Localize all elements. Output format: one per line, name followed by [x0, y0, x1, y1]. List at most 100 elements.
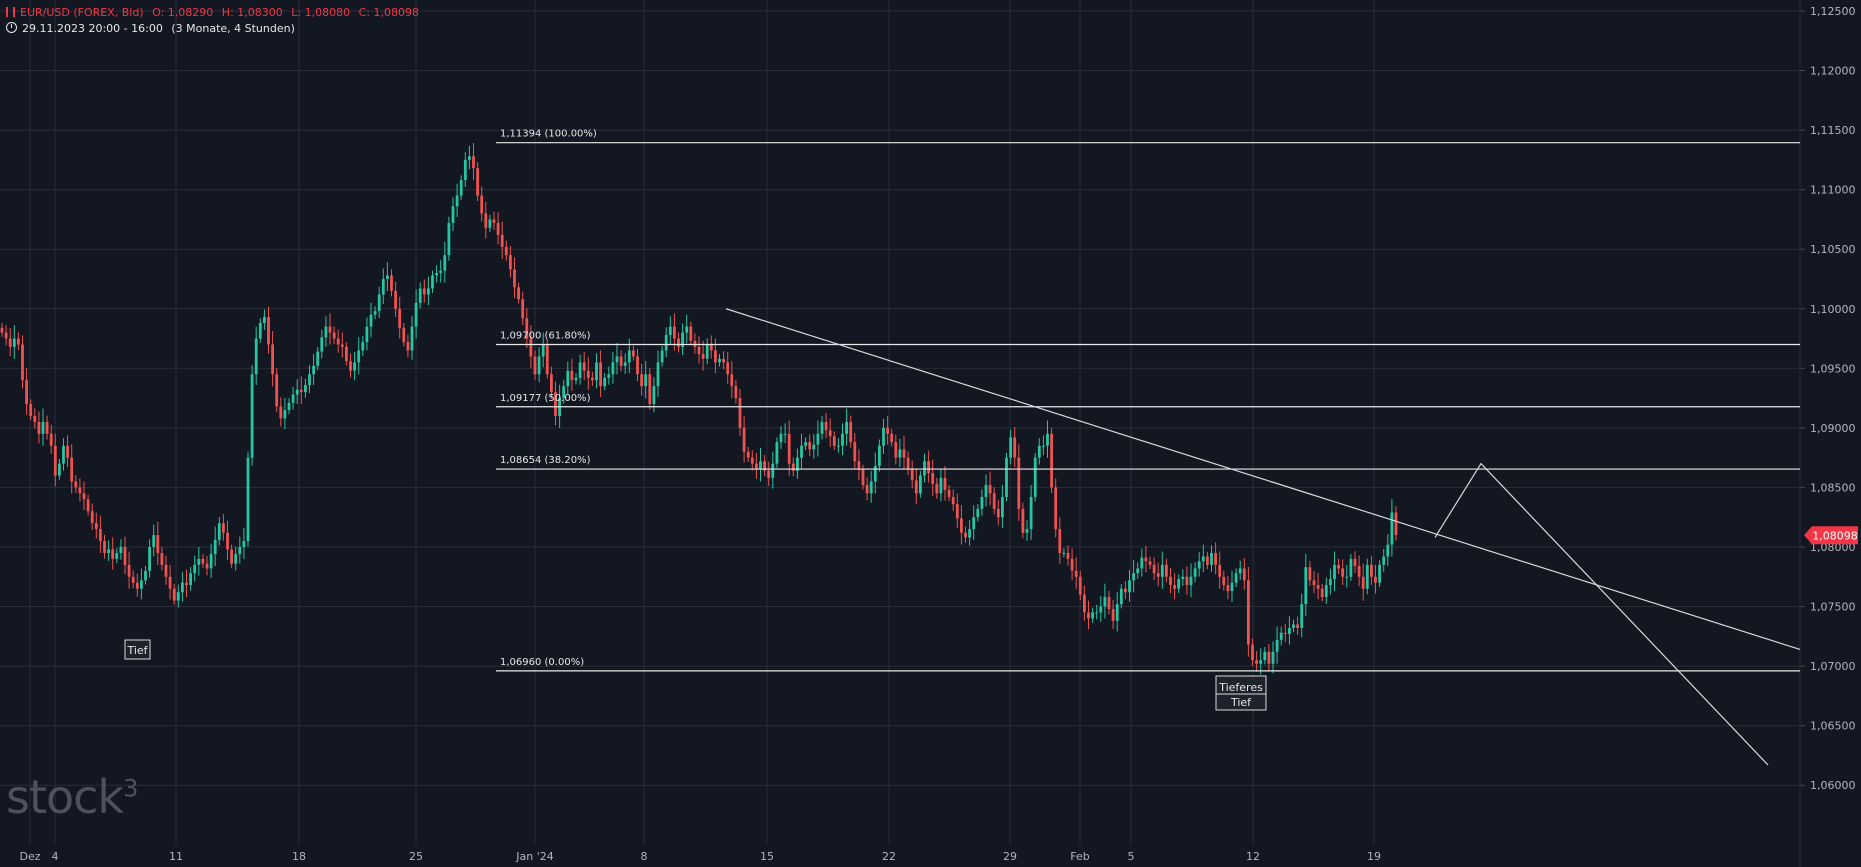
symbol-label[interactable]: EUR/USD (FOREX, Bid): [20, 6, 144, 19]
candle-body: [99, 529, 102, 542]
x-tick-label: Jan '24: [515, 850, 553, 863]
candle-body: [1001, 496, 1004, 518]
candle-body: [33, 415, 37, 422]
candle-body: [734, 386, 738, 399]
open-value: O: 1,08290: [152, 6, 214, 19]
candle-body: [271, 344, 274, 375]
candle-body: [1304, 567, 1308, 605]
last-price-label: 1,08098: [1812, 529, 1858, 542]
x-tick-label: 8: [641, 850, 648, 863]
candle-body: [66, 445, 69, 458]
y-tick-label: 1,10500: [1810, 243, 1856, 256]
watermark-sup: 3: [123, 774, 138, 803]
x-tick-label: 12: [1246, 850, 1260, 863]
candle-body: [103, 541, 106, 553]
candle-body: [1066, 552, 1070, 559]
candle-body: [796, 457, 799, 471]
candle-body: [181, 582, 184, 593]
candle-body: [960, 518, 963, 533]
candle-body: [759, 461, 762, 470]
candle-body: [607, 374, 611, 378]
candle-body: [209, 554, 213, 569]
candle-body: [1025, 529, 1029, 533]
candle-body: [1074, 570, 1078, 577]
candle-body: [156, 535, 160, 553]
candle-body: [738, 398, 742, 428]
candle-body: [861, 469, 865, 486]
candle-body: [480, 195, 484, 214]
candle-body: [332, 332, 336, 339]
candle-body: [484, 213, 488, 228]
candle-body: [1173, 585, 1176, 589]
candle-body: [537, 356, 541, 375]
candle-body: [1341, 568, 1345, 577]
candle-body: [603, 377, 607, 387]
candle-body: [291, 394, 295, 403]
candle-body: [894, 442, 898, 458]
candle-body: [308, 374, 311, 385]
candle-body: [279, 406, 283, 419]
candle-body: [804, 442, 807, 446]
candle-body: [1386, 544, 1390, 557]
candle-body: [365, 326, 369, 343]
candle-body: [144, 570, 147, 581]
candle-body: [677, 338, 680, 347]
candle-body: [586, 370, 590, 378]
watermark-text: stock: [6, 770, 124, 824]
candle-body: [1214, 552, 1217, 565]
candle-body: [1222, 576, 1226, 586]
candle-body: [927, 461, 930, 474]
candle-body: [636, 356, 639, 375]
candle-body: [242, 541, 246, 547]
y-tick-label: 1,10000: [1810, 303, 1856, 316]
candle-body: [1160, 564, 1164, 577]
candle-body: [107, 549, 110, 553]
candle-body: [697, 346, 701, 355]
candle-body: [890, 433, 894, 443]
candle-body: [541, 344, 545, 357]
candle-body: [185, 582, 188, 586]
candle-body: [443, 255, 447, 271]
candle-body: [439, 270, 443, 274]
period-label: 29.11.2023 20:00 - 16:00: [22, 22, 163, 35]
candle-body: [447, 222, 451, 256]
candle-body: [320, 337, 324, 352]
candle-body: [513, 269, 516, 288]
y-tick-label: 1,08500: [1810, 481, 1856, 494]
candle-body: [246, 457, 250, 542]
clock-icon: [6, 22, 17, 33]
candle-body: [664, 334, 668, 351]
trend-line: [725, 308, 1801, 650]
candle-body: [1382, 556, 1386, 565]
candle-body: [525, 318, 529, 339]
candle-body: [595, 362, 598, 381]
candle-body: [517, 287, 520, 300]
candle-body: [984, 485, 988, 497]
candle-body: [275, 374, 279, 407]
candle-body: [845, 421, 848, 434]
candle-body: [222, 523, 225, 533]
candle-body: [533, 356, 537, 375]
candle-body: [632, 350, 635, 357]
x-tick-label: Dez: [19, 850, 40, 863]
candle-body: [955, 504, 959, 519]
candle-body: [201, 558, 205, 564]
candle-body: [943, 477, 947, 490]
candle-body: [841, 433, 844, 446]
low-value: L: 1,08080: [291, 6, 351, 19]
x-tick-label: 5: [1128, 850, 1135, 863]
candle-body: [1095, 612, 1099, 614]
candle-body: [964, 532, 967, 538]
y-tick-label: 1,11000: [1810, 184, 1856, 197]
candle-body: [402, 327, 406, 343]
candle-body: [21, 344, 24, 381]
annotation-tief: Tief: [126, 644, 148, 657]
candle-body: [238, 546, 242, 555]
candle-body: [656, 362, 660, 387]
candle-body: [1255, 660, 1258, 664]
y-tick-label: 1,06000: [1810, 779, 1856, 792]
candle-body: [828, 430, 832, 437]
y-tick-label: 1,12000: [1810, 65, 1856, 78]
candle-body: [135, 582, 139, 589]
